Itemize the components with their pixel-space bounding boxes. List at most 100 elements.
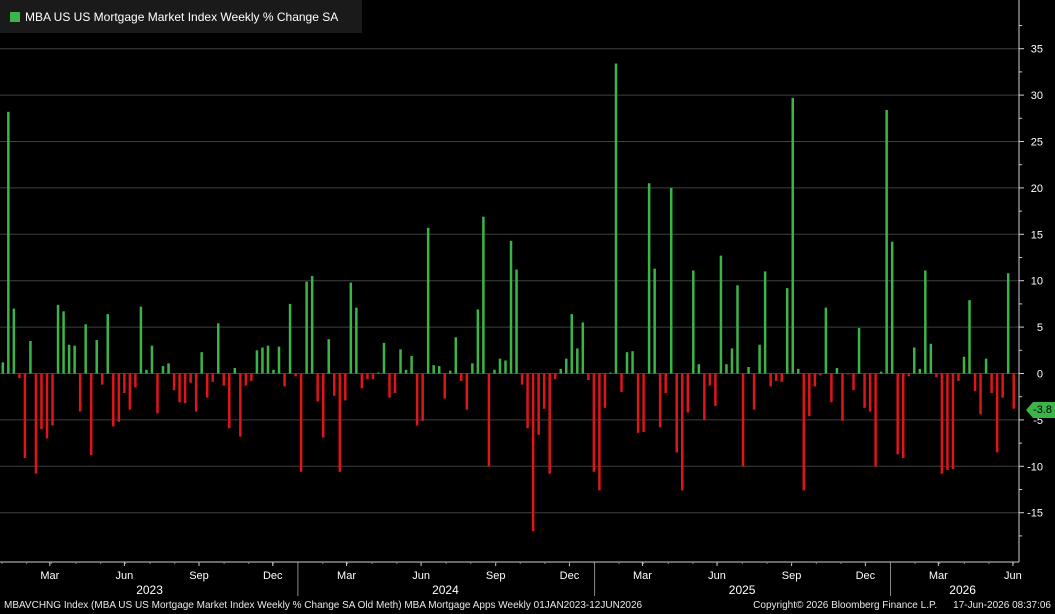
bar [410,355,413,374]
x-tick-label: Mar [633,570,652,582]
bar [426,227,430,374]
x-tick-label: Dec [263,570,283,582]
y-tick-label: -10 [1027,461,1043,473]
bar [537,373,540,435]
bar [686,373,690,413]
bar [885,109,888,374]
bar [123,373,126,393]
y-tick-label: 30 [1031,90,1043,102]
bar [819,373,822,376]
legend: MBA US US Mortgage Market Index Weekly %… [0,0,362,33]
bar [399,349,402,374]
bar [266,345,270,374]
bar [78,373,82,412]
bar [100,373,104,385]
bar [835,367,839,374]
x-tick-label: Mar [337,570,356,582]
bar [808,373,811,417]
bar [482,216,485,374]
bar [84,324,87,374]
bar [719,255,723,374]
bar [18,373,21,379]
x-tick-label: Mar [40,570,59,582]
bar [697,364,701,374]
bar [327,339,330,374]
bar [520,373,524,385]
bar [167,363,170,374]
bar [791,97,794,374]
bar [261,347,264,374]
bar [139,306,143,374]
bar [504,360,507,374]
bar [437,366,441,374]
bar [310,276,314,374]
bar [239,373,242,437]
bar [620,373,623,393]
x-tick-label: Dec [560,570,580,582]
bar [244,373,248,386]
x-tick-label: Sep [189,570,209,582]
bar [730,348,734,374]
bar [183,373,187,404]
bar [233,367,237,374]
bar [951,373,955,470]
bar [940,373,944,474]
bar [172,373,176,391]
y-tick-label: 20 [1031,183,1043,195]
bar [968,300,971,374]
bar [587,373,590,380]
bar [454,337,458,374]
x-year-label: 2026 [949,583,976,597]
bar [476,309,480,374]
last-value-badge: -3.8 [1026,402,1055,418]
bar [874,373,877,467]
bar [333,373,336,396]
bar [62,311,65,374]
bar [995,373,999,453]
bar [548,373,551,474]
y-tick-label: 10 [1031,276,1043,288]
bar [868,373,872,412]
bar [134,373,137,388]
bar [509,240,513,374]
y-tick-label: 0 [1037,369,1043,381]
x-year-label: 2024 [432,583,459,597]
bar [1012,373,1015,409]
bar [830,373,833,403]
x-tick-label: Sep [486,570,506,582]
bar [189,373,192,383]
bar [725,364,728,374]
bar [990,373,993,393]
bar [67,344,71,374]
footer-timestamp: 17-Jun-2026 08:37:06 [953,600,1051,611]
bar [526,373,529,429]
bar [797,368,800,374]
bar [393,373,397,393]
bar [603,373,607,408]
x-tick-label: Dec [856,570,876,582]
y-tick-label: -5 [1033,415,1043,427]
bar [200,352,203,374]
bar [736,285,739,374]
y-tick-label: 35 [1031,44,1043,56]
bar [924,270,927,374]
bar [382,342,386,374]
bar [360,373,364,389]
bar [299,373,303,472]
bar [576,348,579,374]
bar [194,373,198,412]
footer-source: MBAVCHNG Index (MBA US US Mortgage Marke… [4,600,643,611]
footer: MBAVCHNG Index (MBA US US Mortgage Marke… [0,597,1055,614]
bar [366,373,369,380]
bar [29,341,32,374]
legend-label: MBA US US Mortgage Market Index Weekly %… [25,9,339,24]
bar [598,373,601,491]
bar [570,314,574,374]
bar [901,373,905,458]
bar [288,303,292,374]
bar [559,368,562,374]
bar [625,352,629,374]
y-tick-label: 25 [1031,137,1043,149]
bar [415,373,419,426]
